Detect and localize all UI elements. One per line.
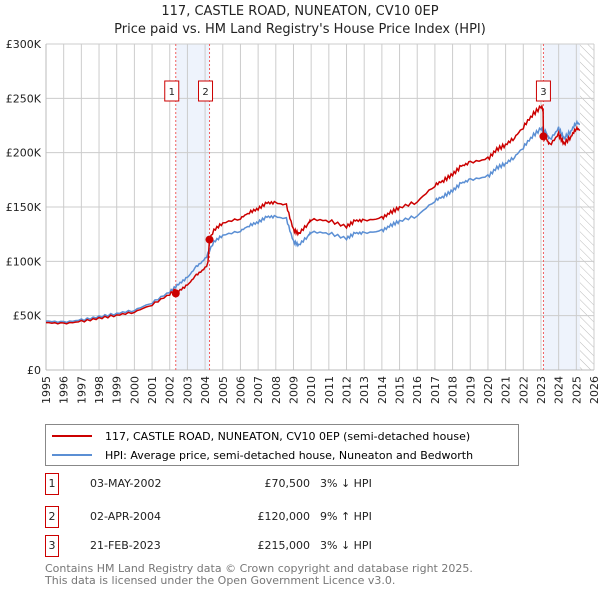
x-tick-label: 1998 (93, 376, 106, 404)
y-tick-label: £300K (6, 38, 42, 51)
x-tick-label: 2007 (252, 376, 265, 404)
sale-label-box (164, 80, 180, 102)
sale-price: £215,000 (257, 539, 311, 552)
legend-swatch-red (52, 435, 92, 437)
x-tick-label: 2023 (535, 376, 548, 404)
sale-row: 2 02-APR-2004 £120,000 9% ↑ HPI (45, 506, 465, 528)
sale-number: 2 (45, 506, 59, 528)
x-tick-label: 2010 (305, 376, 318, 404)
x-tick-label: 2003 (181, 376, 194, 404)
y-tick-label: £0 (27, 364, 41, 377)
sale-label-box (535, 80, 551, 102)
legend-label-hpi: HPI: Average price, semi-detached house,… (105, 448, 474, 462)
x-tick-label: 2009 (287, 376, 300, 404)
x-tick-label: 1995 (40, 376, 53, 404)
x-tick-label: 2002 (164, 376, 177, 404)
x-tick-label: 2026 (588, 376, 600, 404)
sale-label-box (198, 80, 214, 102)
legend-swatch-blue (52, 454, 92, 456)
sale-label: 2 (202, 87, 208, 98)
x-tick-label: 1997 (75, 376, 88, 404)
footer-licence: This data is licensed under the Open Gov… (45, 574, 396, 587)
x-tick-label: 2011 (323, 376, 336, 404)
sale-hpi: 3% ↓ HPI (320, 477, 372, 490)
y-tick-label: £200K (6, 147, 42, 160)
x-tick-label: 2025 (570, 376, 583, 404)
sale-marker (205, 235, 214, 244)
chart-subtitle: Price paid vs. HM Land Registry's House … (114, 22, 486, 37)
y-tick-label: £100K (6, 255, 42, 268)
x-tick-label: 1996 (58, 376, 71, 404)
sale-row: 1 03-MAY-2002 £70,500 3% ↓ HPI (45, 473, 465, 495)
price-paid-line (46, 103, 580, 325)
x-tick-label: 2022 (517, 376, 530, 404)
sale-price: £120,000 (257, 510, 311, 523)
chart-title: 117, CASTLE ROAD, NUNEATON, CV10 0EP (161, 4, 439, 19)
x-tick-label: 2013 (358, 376, 371, 404)
sale-hpi: 9% ↑ HPI (320, 510, 372, 523)
sale-date: 03-MAY-2002 (90, 477, 162, 490)
sale-date: 21-FEB-2023 (90, 539, 161, 552)
sale-number: 1 (45, 473, 59, 495)
sale-date: 02-APR-2004 (90, 510, 162, 523)
x-tick-label: 2000 (128, 376, 141, 404)
x-tick-label: 2019 (464, 376, 477, 404)
x-tick-label: 2018 (447, 376, 460, 404)
x-tick-label: 2021 (500, 376, 513, 404)
x-tick-label: 2008 (270, 376, 283, 404)
legend: 117, CASTLE ROAD, NUNEATON, CV10 0EP (se… (45, 424, 519, 466)
y-tick-label: £250K (6, 92, 42, 105)
sale-label: 1 (169, 87, 175, 98)
x-tick-label: 2016 (411, 376, 424, 404)
x-tick-label: 2015 (394, 376, 407, 404)
sale-marker (171, 289, 180, 298)
x-tick-label: 2017 (429, 376, 442, 404)
hpi-line (46, 119, 581, 324)
x-tick-label: 2001 (146, 376, 159, 404)
sale-marker (539, 132, 548, 141)
x-tick-label: 2012 (341, 376, 354, 404)
sale-hpi: 3% ↓ HPI (320, 539, 372, 552)
sale-row: 3 21-FEB-2023 £215,000 3% ↓ HPI (45, 535, 465, 557)
x-tick-label: 2004 (199, 376, 212, 404)
sale-number: 3 (45, 535, 59, 557)
x-tick-label: 2024 (553, 376, 566, 404)
x-tick-label: 2006 (234, 376, 247, 404)
x-tick-label: 2020 (482, 376, 495, 404)
y-tick-label: £150K (6, 201, 42, 214)
x-tick-label: 1999 (111, 376, 124, 404)
plot-area: 1995 1996 1997 1998 1999 2000 2001 2002 2003 2004… (6, 38, 600, 404)
sale-label: 3 (540, 87, 546, 98)
legend-label-property: 117, CASTLE ROAD, NUNEATON, CV10 0EP (se… (105, 429, 471, 443)
footer-copyright: Contains HM Land Registry data © Crown c… (45, 562, 473, 575)
x-tick-label: 2005 (217, 376, 230, 404)
y-tick-label: £50K (13, 310, 42, 323)
x-tick-label: 2014 (376, 376, 389, 404)
sale-price: £70,500 (264, 477, 311, 490)
